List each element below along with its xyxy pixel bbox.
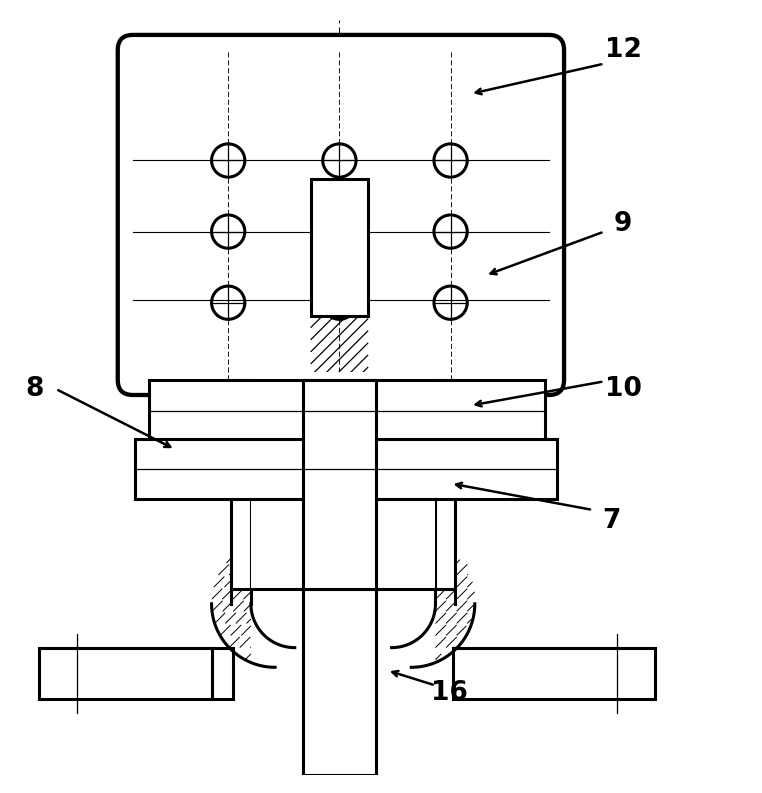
Bar [231, 380, 251, 589]
Bar [311, 179, 368, 316]
Bar [303, 372, 376, 775]
Text: 8: 8 [25, 376, 43, 402]
Bar [149, 380, 545, 442]
Bar [39, 648, 233, 699]
Text: 12: 12 [604, 37, 642, 63]
Text: 9: 9 [614, 211, 632, 237]
Text: 7: 7 [603, 508, 621, 534]
Bar [251, 380, 435, 425]
Text: 10: 10 [604, 376, 642, 402]
Bar [435, 380, 455, 589]
Text: 16: 16 [431, 680, 468, 706]
Bar [135, 439, 557, 500]
Bar [251, 500, 435, 589]
Bar [303, 380, 376, 589]
FancyBboxPatch shape [118, 35, 564, 395]
Bar [453, 648, 655, 699]
